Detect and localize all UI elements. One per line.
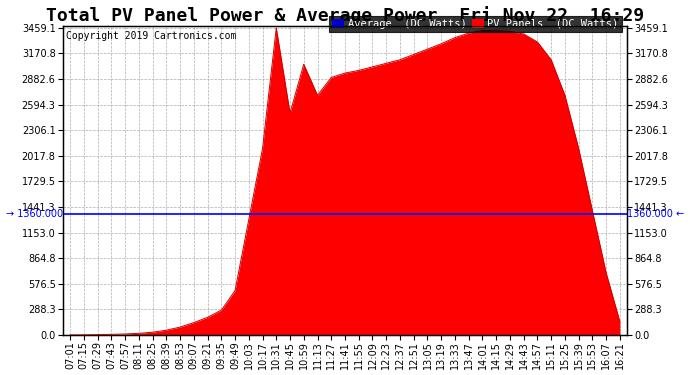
- Text: Copyright 2019 Cartronics.com: Copyright 2019 Cartronics.com: [66, 31, 237, 41]
- Legend: Average  (DC Watts), PV Panels  (DC Watts): Average (DC Watts), PV Panels (DC Watts): [329, 16, 622, 32]
- Title: Total PV Panel Power & Average Power  Fri Nov 22  16:29: Total PV Panel Power & Average Power Fri…: [46, 6, 644, 24]
- Text: 1360.000 ←: 1360.000 ←: [627, 209, 684, 219]
- Text: → 1360.000: → 1360.000: [6, 209, 63, 219]
